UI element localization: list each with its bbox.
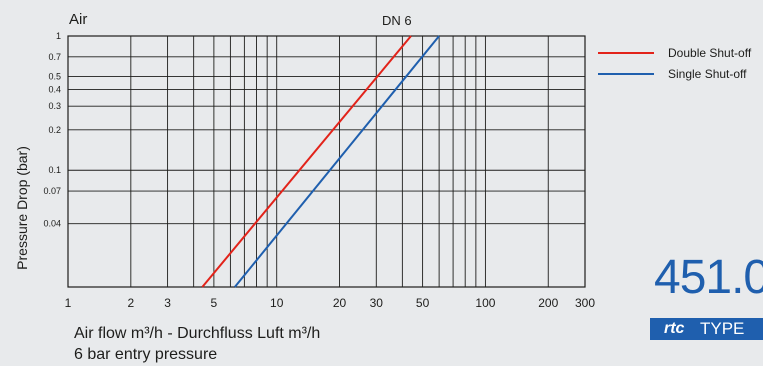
chart-title: Air — [69, 11, 87, 28]
x-tick-label: 100 — [475, 296, 495, 310]
y-tick-label: 0.1 — [48, 165, 61, 175]
chart-grid — [67, 35, 586, 288]
x-tick-label: 1 — [65, 296, 72, 310]
x-axis-label: Air flow m³/h - Durchfluss Luft m³/h — [74, 325, 320, 342]
legend-label: Double Shut-off — [668, 46, 752, 60]
chart-series — [201, 35, 440, 288]
y-tick-label: 1 — [56, 31, 61, 41]
x-tick-label: 50 — [416, 296, 430, 310]
y-tick-label: 0.4 — [48, 84, 61, 94]
type-bar: rtc TYPE — [650, 318, 763, 340]
y-axis-label: Pressure Drop (bar) — [14, 146, 30, 270]
product-badge: 451.0 rtc TYPE — [630, 258, 763, 366]
type-label: TYPE — [700, 319, 745, 338]
y-tick-label: 0.2 — [48, 125, 61, 135]
x-tick-label: 200 — [538, 296, 558, 310]
product-number: 451.0 — [654, 258, 763, 304]
x-tick-label: 300 — [575, 296, 595, 310]
x-axis-sublabel: 6 bar entry pressure — [74, 346, 217, 363]
x-tick-label: 10 — [270, 296, 284, 310]
chart-legend: Double Shut-off Single Shut-off — [598, 46, 752, 81]
chart-ticks: 1 2 3 5 10 20 30 50 100 200 300 1 0.7 0.5 0.4 0.3 0.2 0.1… — [43, 31, 595, 310]
x-tick-label: 30 — [370, 296, 384, 310]
plot-frame — [67, 35, 586, 288]
series-line-1 — [201, 35, 412, 288]
x-tick-label: 20 — [333, 296, 347, 310]
y-tick-label: 0.3 — [48, 101, 61, 111]
x-tick-label: 5 — [211, 296, 218, 310]
y-tick-label: 0.07 — [43, 186, 61, 196]
x-tick-label: 3 — [164, 296, 171, 310]
legend-label: Single Shut-off — [668, 67, 747, 81]
brand-logo: rtc — [664, 320, 685, 337]
y-tick-label: 0.5 — [48, 71, 61, 81]
dn-annotation: DN 6 — [382, 13, 412, 28]
y-tick-label: 0.7 — [48, 52, 61, 62]
x-tick-label: 2 — [127, 296, 134, 310]
series-line-2 — [234, 35, 440, 288]
y-tick-label: 0.04 — [43, 219, 61, 229]
